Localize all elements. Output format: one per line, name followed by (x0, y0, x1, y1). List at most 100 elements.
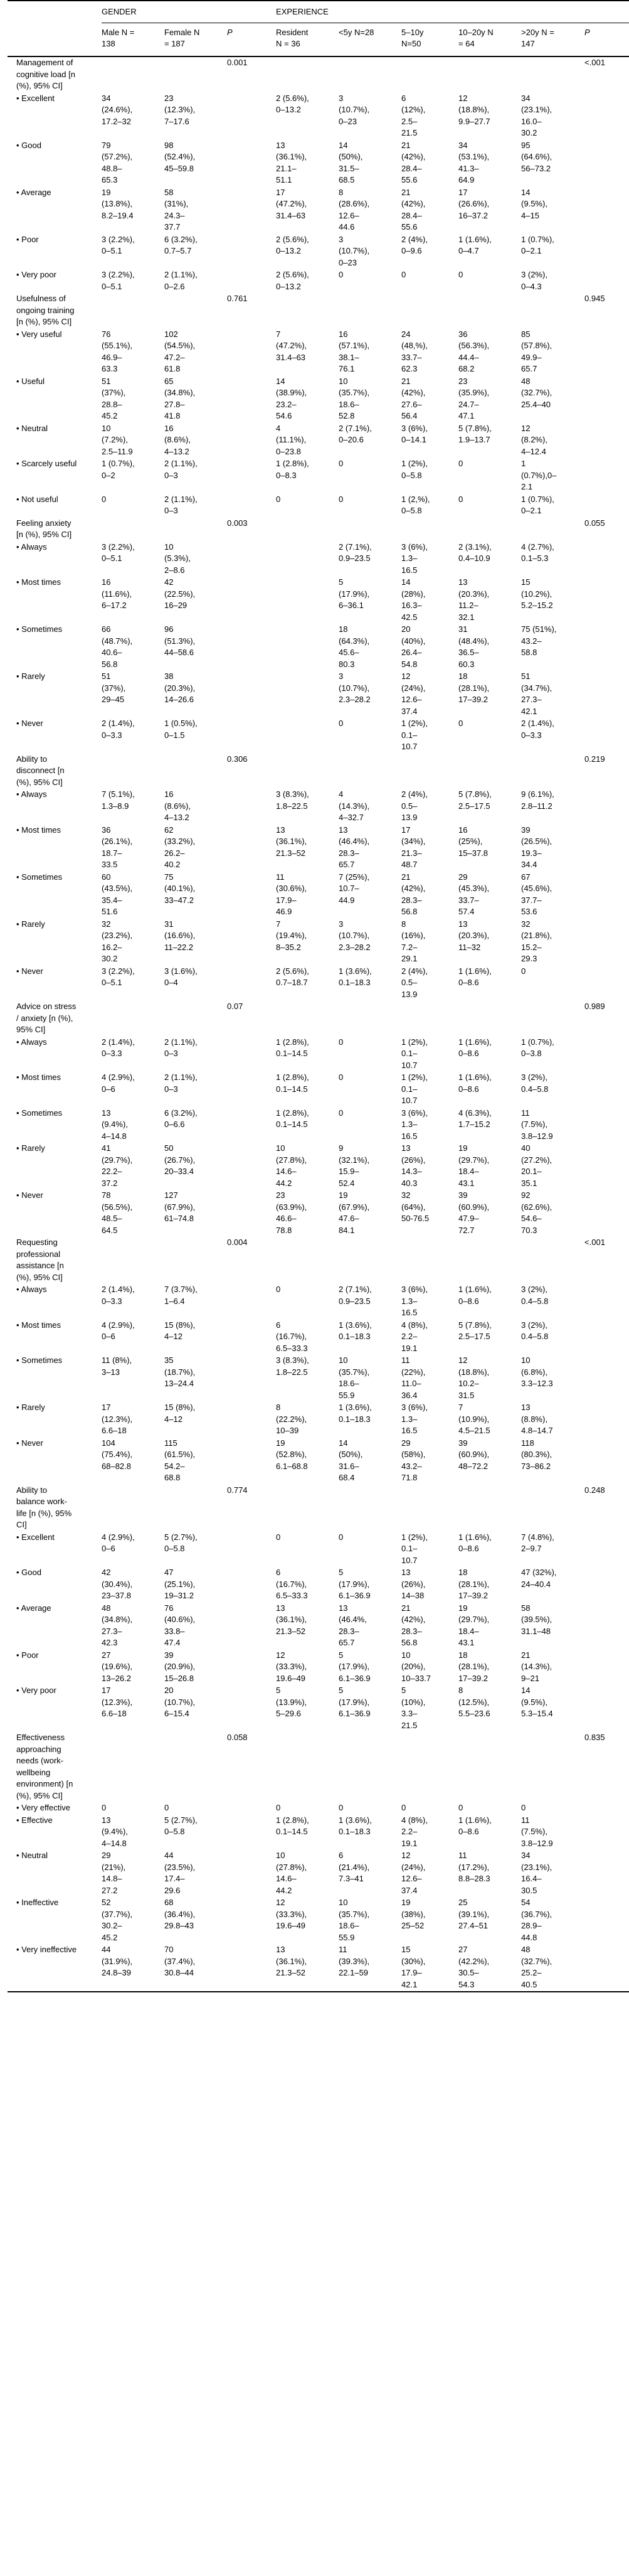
cell-gt20y (521, 1732, 584, 1802)
cell-male: 2 (1.4%), 0–3.3 (102, 1285, 135, 1306)
cell-gt20y (521, 753, 584, 789)
cell-female: 7 (3.7%), 1–6.4 (164, 1285, 198, 1306)
column-header-gt20y: >20y N = 147 (521, 23, 585, 57)
cell-gt20y: 48 (32.7%), 25.2–40.5 (521, 1945, 552, 1989)
p-gender-empty (227, 269, 276, 293)
row-label: • Sometimes (16, 1108, 63, 1118)
cell-lt5y: 5 (17.9%), 6–36.1 (339, 577, 370, 610)
cell-female (164, 753, 227, 789)
cell-gt20y: 92 (62.6%), 54.6–70.3 (521, 1190, 552, 1235)
cell-5-10y: 11 (22%), 11.0–36.4 (401, 1355, 426, 1400)
cell-female: 115 (61.5%), 54.2–68.8 (164, 1438, 196, 1483)
cell-gt20y (521, 293, 584, 329)
cell-male: 76 (55.1%), 46.9–63.3 (102, 329, 133, 374)
data-row: • Most times 16 (11.6%), 6–17.2 42 (22.5%)… (8, 577, 629, 624)
cell-lt5y: 0 (339, 1072, 344, 1082)
data-row: • Ineffective 52 (37.7%), 30.2–45.2 68 (36… (8, 1897, 629, 1944)
p-gender-empty (227, 1402, 276, 1438)
row-label: • Never (16, 1438, 43, 1448)
p-experience-empty (584, 1143, 629, 1190)
cell-gt20y: 75 (51%), 43.2–58.8 (521, 624, 557, 657)
p-gender-empty (227, 1602, 276, 1649)
section-p-gender: 0.001 (227, 58, 248, 67)
p-gender-empty (227, 1802, 276, 1815)
cell-lt5y (339, 1484, 401, 1531)
cell-male: 3 (2.2%), 0–5.1 (102, 966, 135, 988)
p-gender-empty (227, 1814, 276, 1850)
cell-resident (276, 1001, 339, 1037)
cell-male: 36 (26.1%), 18.7–33.5 (102, 825, 133, 870)
cell-male: 42 (30.4%), 23–37.8 (102, 1568, 133, 1600)
cell-male (102, 1484, 164, 1531)
cell-5-10y: 1 (2%), 0.1–10.7 (401, 719, 428, 751)
cell-lt5y: 14 (50%), 31.6–68.4 (339, 1438, 363, 1483)
row-label: • Good (16, 1568, 41, 1577)
cell-male: 51 (37%), 28.8–45.2 (102, 376, 126, 421)
cell-gt20y: 54 (36.7%), 28.9–44.8 (521, 1898, 552, 1942)
cell-5-10y: 2 (4%), 0.5–13.9 (401, 966, 428, 999)
cell-lt5y: 1 (3.6%), 0.1–18.3 (339, 966, 372, 988)
cell-10-20y (458, 1732, 521, 1802)
row-label: • Never (16, 719, 43, 728)
cell-lt5y: 1 (3.6%), 0.1–18.3 (339, 1403, 372, 1424)
section-p-experience: 0.945 (584, 294, 605, 303)
row-label: • Excellent (16, 93, 55, 103)
cell-10-20y: 1 (1.6%), 0–8.6 (458, 1815, 492, 1837)
cell-5-10y: 0 (401, 270, 406, 279)
cell-lt5y: 19 (67.9%), 47.6–84.1 (339, 1190, 370, 1235)
stub-cell (8, 1, 102, 23)
cell-5-10y (401, 1001, 458, 1037)
column-header-resident: Resident N = 36 (276, 23, 339, 57)
row-label: • Always (16, 789, 47, 799)
cell-female: 6 (3.2%), 0.7–5.7 (164, 234, 198, 256)
p-gender-empty (227, 918, 276, 965)
cell-10-20y: 19 (29.7%), 18.4–43.1 (458, 1603, 490, 1648)
row-label: • Sometimes (16, 624, 63, 634)
cell-female (164, 1484, 227, 1531)
p-experience-empty (584, 1531, 629, 1567)
row-label: • Average (16, 1603, 51, 1613)
cell-female (164, 517, 227, 541)
cell-resident: 1 (2.8%), 0.1–14.5 (276, 1037, 309, 1059)
cell-lt5y: 0 (339, 270, 344, 279)
cell-10-20y: 12 (18.8%), 10.2–31.5 (458, 1355, 490, 1400)
data-row: • Always 2 (1.4%), 0–3.3 2 (1.1%), 0–3 1 (2… (8, 1036, 629, 1072)
cell-resident (276, 577, 339, 624)
section-p-gender: 0.004 (227, 1237, 248, 1247)
section-title: Feeling anxiety [n (%), 95% CI] (16, 518, 72, 540)
cell-5-10y: 1 (2%), 0.1–10.7 (401, 1037, 428, 1070)
cell-female: 15 (8%), 4–12 (164, 1403, 196, 1424)
column-header-p-gender: P (227, 23, 277, 57)
cell-10-20y: 8 (12.5%), 5.5–23.6 (458, 1686, 490, 1718)
cell-gt20y: 15 (10.2%), 5.2–15.2 (521, 577, 553, 610)
cell-male: 48 (34.8%), 27.3–42.3 (102, 1603, 133, 1648)
cell-gt20y (521, 1001, 584, 1037)
cell-male: 4 (2.9%), 0–6 (102, 1320, 135, 1342)
section-title: Management of cognitive load [n (%), 95%… (16, 58, 75, 90)
data-row: • Most times 4 (2.9%), 0–6 15 (8%), 4–12 6 … (8, 1319, 629, 1355)
cell-lt5y: 8 (28.6%), 12.6–44.6 (339, 187, 370, 232)
row-label: • Always (16, 542, 47, 552)
section-p-gender: 0.306 (227, 754, 248, 764)
cell-resident (276, 517, 339, 541)
cell-gt20y: 4 (2.7%), 0.1–5.3 (521, 542, 554, 564)
cell-lt5y: 5 (17.9%), 6.1–36.9 (339, 1686, 371, 1718)
row-label: • Never (16, 966, 43, 976)
cell-gt20y: 13 (8.8%), 4.8–14.7 (521, 1403, 553, 1435)
cell-resident (276, 1484, 339, 1531)
cell-10-20y: 39 (60.9%), 47.9–72.7 (458, 1190, 490, 1235)
cell-10-20y (458, 56, 521, 93)
cell-gt20y: 0 (521, 966, 526, 976)
cell-male: 44 (31.9%), 24.8–39 (102, 1945, 133, 1977)
p-gender-empty (227, 233, 276, 269)
cell-5-10y: 32 (64%), 50-76.5 (401, 1190, 430, 1223)
cell-10-20y (458, 1484, 521, 1531)
row-label: • Neutral (16, 1851, 48, 1860)
cell-10-20y: 31 (48.4%), 36.5–60.3 (458, 624, 490, 669)
cell-5-10y: 4 (8%), 2.2–19.1 (401, 1320, 428, 1353)
cell-5-10y (401, 753, 458, 789)
p-experience-empty (584, 541, 629, 577)
p-experience-empty (584, 1437, 629, 1484)
cell-resident: 19 (52.8%), 6.1–68.8 (276, 1438, 308, 1471)
cell-resident (276, 718, 339, 754)
